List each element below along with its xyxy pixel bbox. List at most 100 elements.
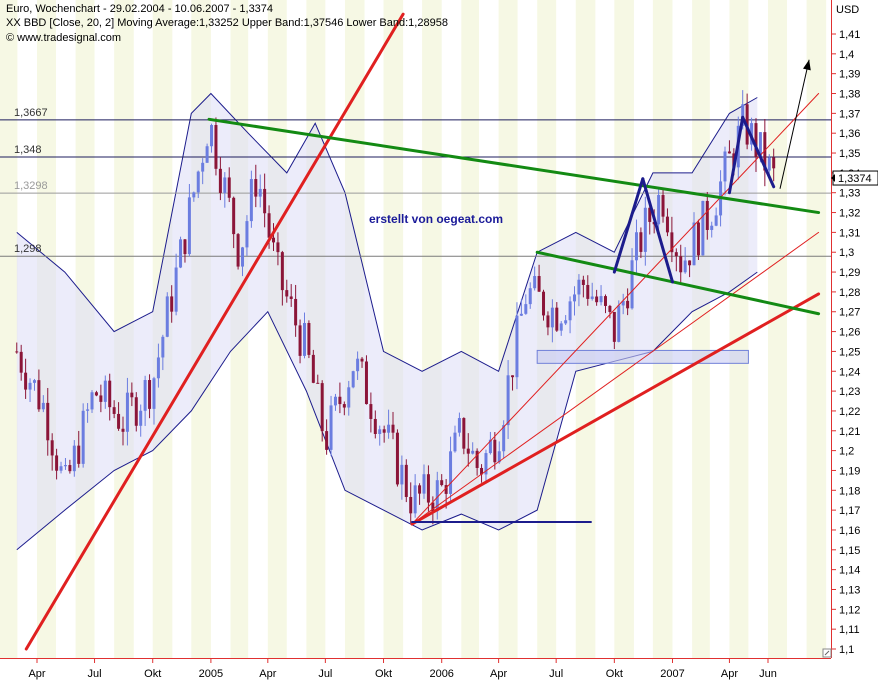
candle-body: [369, 404, 373, 419]
candle-body: [564, 320, 568, 324]
candle-body: [643, 207, 647, 252]
candle-body: [395, 432, 399, 485]
candle-body: [302, 323, 306, 356]
candle-body: [550, 307, 554, 328]
candle-body: [754, 123, 758, 158]
last-value-label: 1,3374: [838, 173, 872, 185]
candle-body: [161, 336, 165, 358]
candle-body: [710, 225, 714, 230]
y-tick-label: 1,4: [839, 49, 854, 61]
x-tick-label: Jul: [318, 668, 332, 680]
candle-body: [723, 151, 727, 182]
y-tick-label: 1,11: [839, 624, 860, 636]
candle-body: [276, 242, 280, 253]
candle-body: [205, 146, 209, 163]
candle-body: [533, 276, 537, 289]
candle-body: [249, 179, 253, 222]
candle-body: [46, 402, 50, 441]
y-tick-label: 1,25: [839, 346, 860, 358]
candle-body: [453, 432, 457, 452]
candle-body: [462, 418, 466, 449]
candle-body: [364, 361, 368, 405]
candle-body: [634, 232, 638, 261]
candle-body: [409, 496, 413, 514]
candle-body: [196, 171, 200, 193]
candle-body: [382, 429, 386, 433]
candle-body: [289, 296, 293, 299]
candle-body: [506, 375, 510, 426]
candle-body: [267, 213, 271, 238]
candle-body: [741, 104, 745, 126]
candle-body: [555, 307, 559, 331]
candle-body: [758, 132, 762, 158]
candle-body: [156, 357, 160, 379]
resize-corner-glyph: [824, 650, 830, 656]
x-tick-label: Okt: [144, 668, 161, 680]
candle-body: [298, 325, 302, 356]
trendline: [24, 12, 405, 651]
chart-title: Euro, Wochenchart - 29.02.2004 - 10.06.2…: [6, 3, 273, 15]
candle-body: [475, 450, 479, 468]
candle-body: [772, 157, 776, 169]
y-tick-label: 1,26: [839, 327, 860, 339]
candle-body: [599, 296, 603, 303]
month-stripe: [692, 0, 710, 658]
candle-body: [714, 215, 718, 226]
candle-body: [688, 260, 692, 266]
support-box: [536, 349, 749, 364]
trendline: [727, 115, 745, 195]
candle-body: [19, 351, 23, 373]
candle-body: [183, 239, 187, 255]
candle-body: [63, 465, 67, 467]
bollinger-band-fill: [16, 93, 758, 550]
candle-body: [608, 305, 612, 312]
candle-body: [626, 300, 630, 309]
x-tick-label: Jul: [88, 668, 102, 680]
candle-body: [272, 237, 275, 243]
candle-body: [59, 466, 63, 471]
level-label: 1,348: [14, 144, 42, 156]
candle-body: [338, 396, 342, 405]
projection-arrow-head: [803, 59, 811, 71]
candle-body: [223, 177, 227, 193]
level-label: 1,298: [14, 243, 42, 255]
candle-body: [373, 418, 377, 434]
candle-body: [511, 375, 515, 378]
candle-body: [236, 234, 240, 267]
candle-body: [121, 428, 125, 432]
candle-body: [612, 311, 616, 342]
month-stripe: [729, 0, 749, 658]
candle-body: [165, 296, 169, 337]
candle-body: [679, 256, 683, 273]
y-tick-label: 1,15: [839, 545, 860, 557]
candle-body: [727, 151, 731, 154]
candle-body: [471, 450, 475, 454]
trendline: [612, 177, 645, 274]
candle-body: [86, 409, 90, 411]
y-tick-label: 1,13: [839, 584, 860, 596]
candle-body: [280, 252, 284, 291]
y-tick-label: 1,27: [839, 307, 860, 319]
candle-body: [294, 298, 298, 326]
y-tick-label: 1,36: [839, 128, 860, 140]
candle-body: [603, 296, 607, 306]
y-tick-label: 1,2: [839, 446, 854, 458]
candle-body: [493, 439, 497, 463]
level-label: 1,3667: [14, 107, 48, 119]
candle-body: [28, 382, 32, 390]
candle-body: [524, 304, 528, 314]
candle-body: [661, 195, 665, 217]
candle-body: [37, 380, 41, 410]
y-tick-label: 1,19: [839, 465, 860, 477]
candle-body: [285, 290, 289, 297]
trendline: [411, 231, 820, 525]
level-label: 1,3298: [14, 180, 48, 192]
candle-body: [254, 179, 258, 197]
month-stripe: [383, 0, 404, 658]
candle-body: [263, 188, 267, 214]
candle-body: [426, 474, 430, 503]
candle-body: [542, 291, 546, 316]
y-tick-label: 1,24: [839, 366, 860, 378]
candle-body: [692, 222, 696, 266]
